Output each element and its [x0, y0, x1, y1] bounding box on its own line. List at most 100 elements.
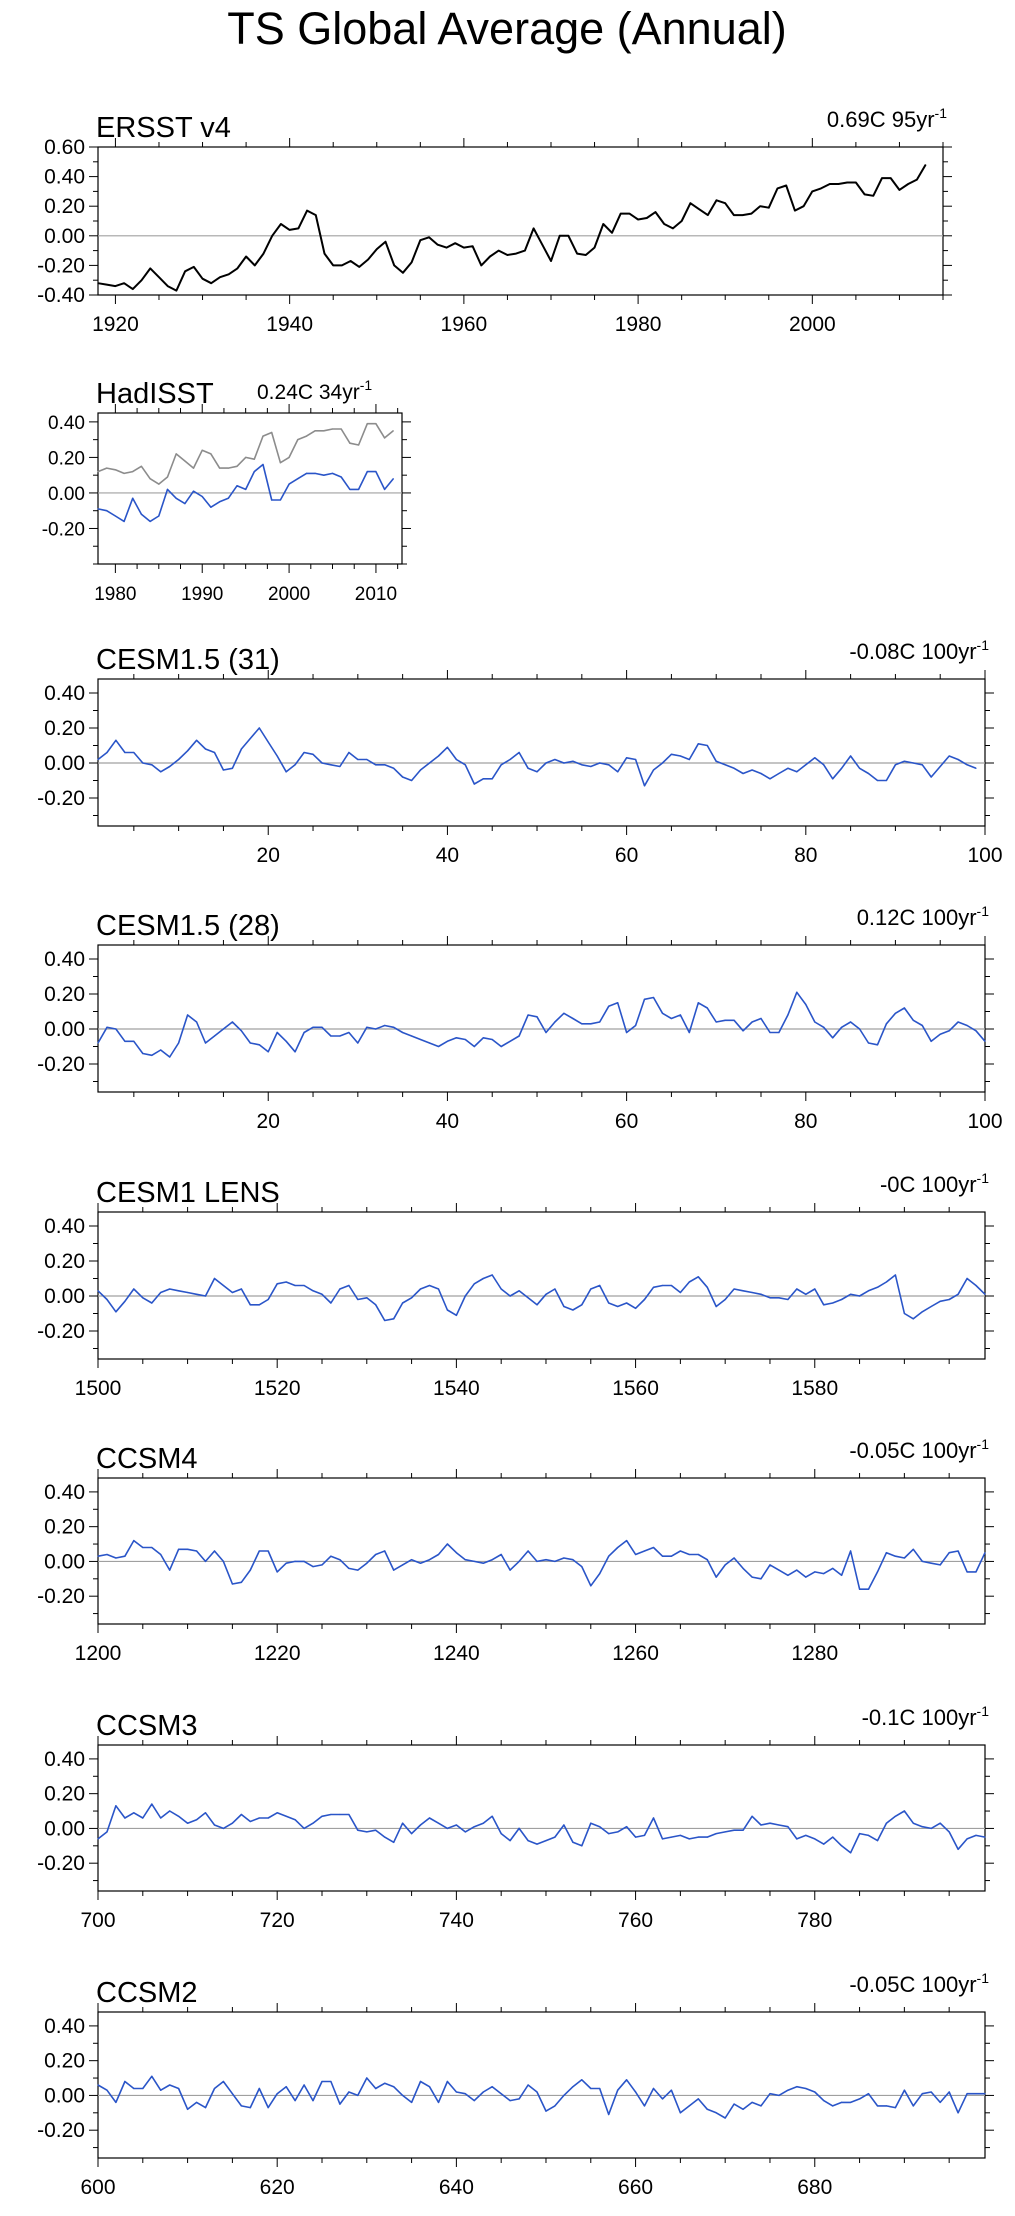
data-point — [688, 1281, 690, 1283]
data-point — [930, 776, 932, 778]
data-point — [832, 1567, 834, 1569]
data-point — [769, 1031, 771, 1034]
data-point — [706, 1286, 708, 1288]
data-point — [196, 1550, 198, 1552]
y-tick-label: 0.20 — [44, 195, 85, 218]
data-point — [358, 444, 360, 446]
data-point — [912, 1548, 914, 1550]
data-point — [219, 467, 221, 469]
data-point — [240, 1030, 242, 1032]
data-point — [536, 2091, 538, 2093]
data-point — [262, 435, 264, 437]
data-point — [751, 1021, 753, 1023]
data-point — [957, 1293, 959, 1295]
data-point — [142, 1817, 144, 1819]
x-tick-label: 620 — [260, 2176, 295, 2199]
data-point — [133, 1040, 135, 1042]
data-point — [276, 755, 278, 757]
data-point — [885, 1281, 888, 1283]
data-point — [572, 2086, 574, 2088]
data-point — [832, 1836, 834, 1838]
data-point — [106, 1553, 108, 1556]
series-line-1 — [97, 422, 394, 485]
data-point — [635, 2091, 637, 2093]
data-point — [626, 2079, 628, 2081]
data-point — [626, 757, 628, 759]
data-point — [966, 1838, 968, 1840]
data-point — [279, 499, 281, 501]
data-point — [341, 264, 343, 266]
data-point — [903, 1312, 906, 1315]
data-point — [133, 1540, 135, 1542]
data-point — [769, 778, 771, 780]
data-point — [679, 1550, 682, 1552]
data-point — [803, 205, 805, 207]
data-point — [428, 1559, 431, 1561]
data-point — [652, 1286, 655, 1288]
data-point — [192, 490, 195, 492]
data-point — [509, 1569, 511, 1571]
data-point — [204, 1042, 207, 1044]
data-point — [149, 520, 151, 523]
data-point — [384, 1550, 386, 1552]
data-point — [670, 753, 673, 755]
data-point — [106, 2089, 108, 2091]
y-tick-label: 0.00 — [44, 1285, 85, 1308]
series-line-0 — [97, 1803, 986, 1854]
data-point — [778, 1031, 780, 1034]
data-point — [948, 1831, 950, 1833]
y-tick-label: -0.20 — [37, 1053, 85, 1076]
data-point — [823, 1304, 825, 1306]
data-point — [948, 1552, 950, 1554]
data-point — [536, 1016, 538, 1018]
data-point — [366, 1297, 368, 1299]
data-point — [231, 2093, 233, 2095]
data-point — [366, 2077, 368, 2079]
y-tick-label: 0.20 — [44, 983, 85, 1006]
data-point — [262, 463, 264, 466]
data-point — [160, 2089, 162, 2091]
data-point — [581, 1566, 583, 1568]
data-point — [213, 751, 216, 754]
data-point — [178, 1290, 180, 1292]
data-point — [321, 762, 323, 764]
x-tick-label: 780 — [797, 1909, 832, 1932]
data-point — [419, 239, 421, 241]
data-point — [258, 1304, 260, 1306]
data-point — [841, 1574, 843, 1576]
data-point — [482, 1037, 484, 1039]
data-point — [769, 1564, 771, 1566]
data-point — [306, 210, 308, 212]
data-point — [464, 764, 466, 766]
data-point — [760, 1578, 762, 1580]
data-point — [297, 439, 299, 441]
x-tick-label: 40 — [436, 844, 459, 867]
data-point — [240, 1813, 242, 1816]
data-point — [375, 471, 377, 473]
data-point — [267, 741, 269, 743]
data-point — [688, 2105, 690, 2107]
data-point — [554, 758, 556, 761]
data-point — [715, 1021, 717, 1023]
data-point — [489, 255, 491, 258]
data-point — [751, 1576, 753, 1578]
plot-frame — [97, 1477, 986, 1625]
trend-annotation: -0.08C 100yr-1 — [849, 637, 989, 664]
x-tick-label: 660 — [618, 2176, 653, 2199]
data-point — [384, 437, 386, 439]
data-point — [231, 1021, 233, 1023]
data-point — [358, 488, 360, 490]
y-tick-label: 0.40 — [44, 682, 85, 705]
data-point — [419, 1562, 422, 1564]
data-point — [841, 2101, 843, 2103]
data-point — [267, 1817, 269, 1819]
data-point — [518, 1560, 520, 1562]
data-point — [957, 1550, 959, 1552]
data-point — [742, 772, 744, 775]
data-point — [178, 2087, 180, 2090]
data-point — [491, 1274, 493, 1276]
data-point — [240, 1581, 242, 1583]
data-point — [724, 1019, 726, 1021]
data-point — [608, 1302, 610, 1304]
data-point — [175, 497, 177, 499]
